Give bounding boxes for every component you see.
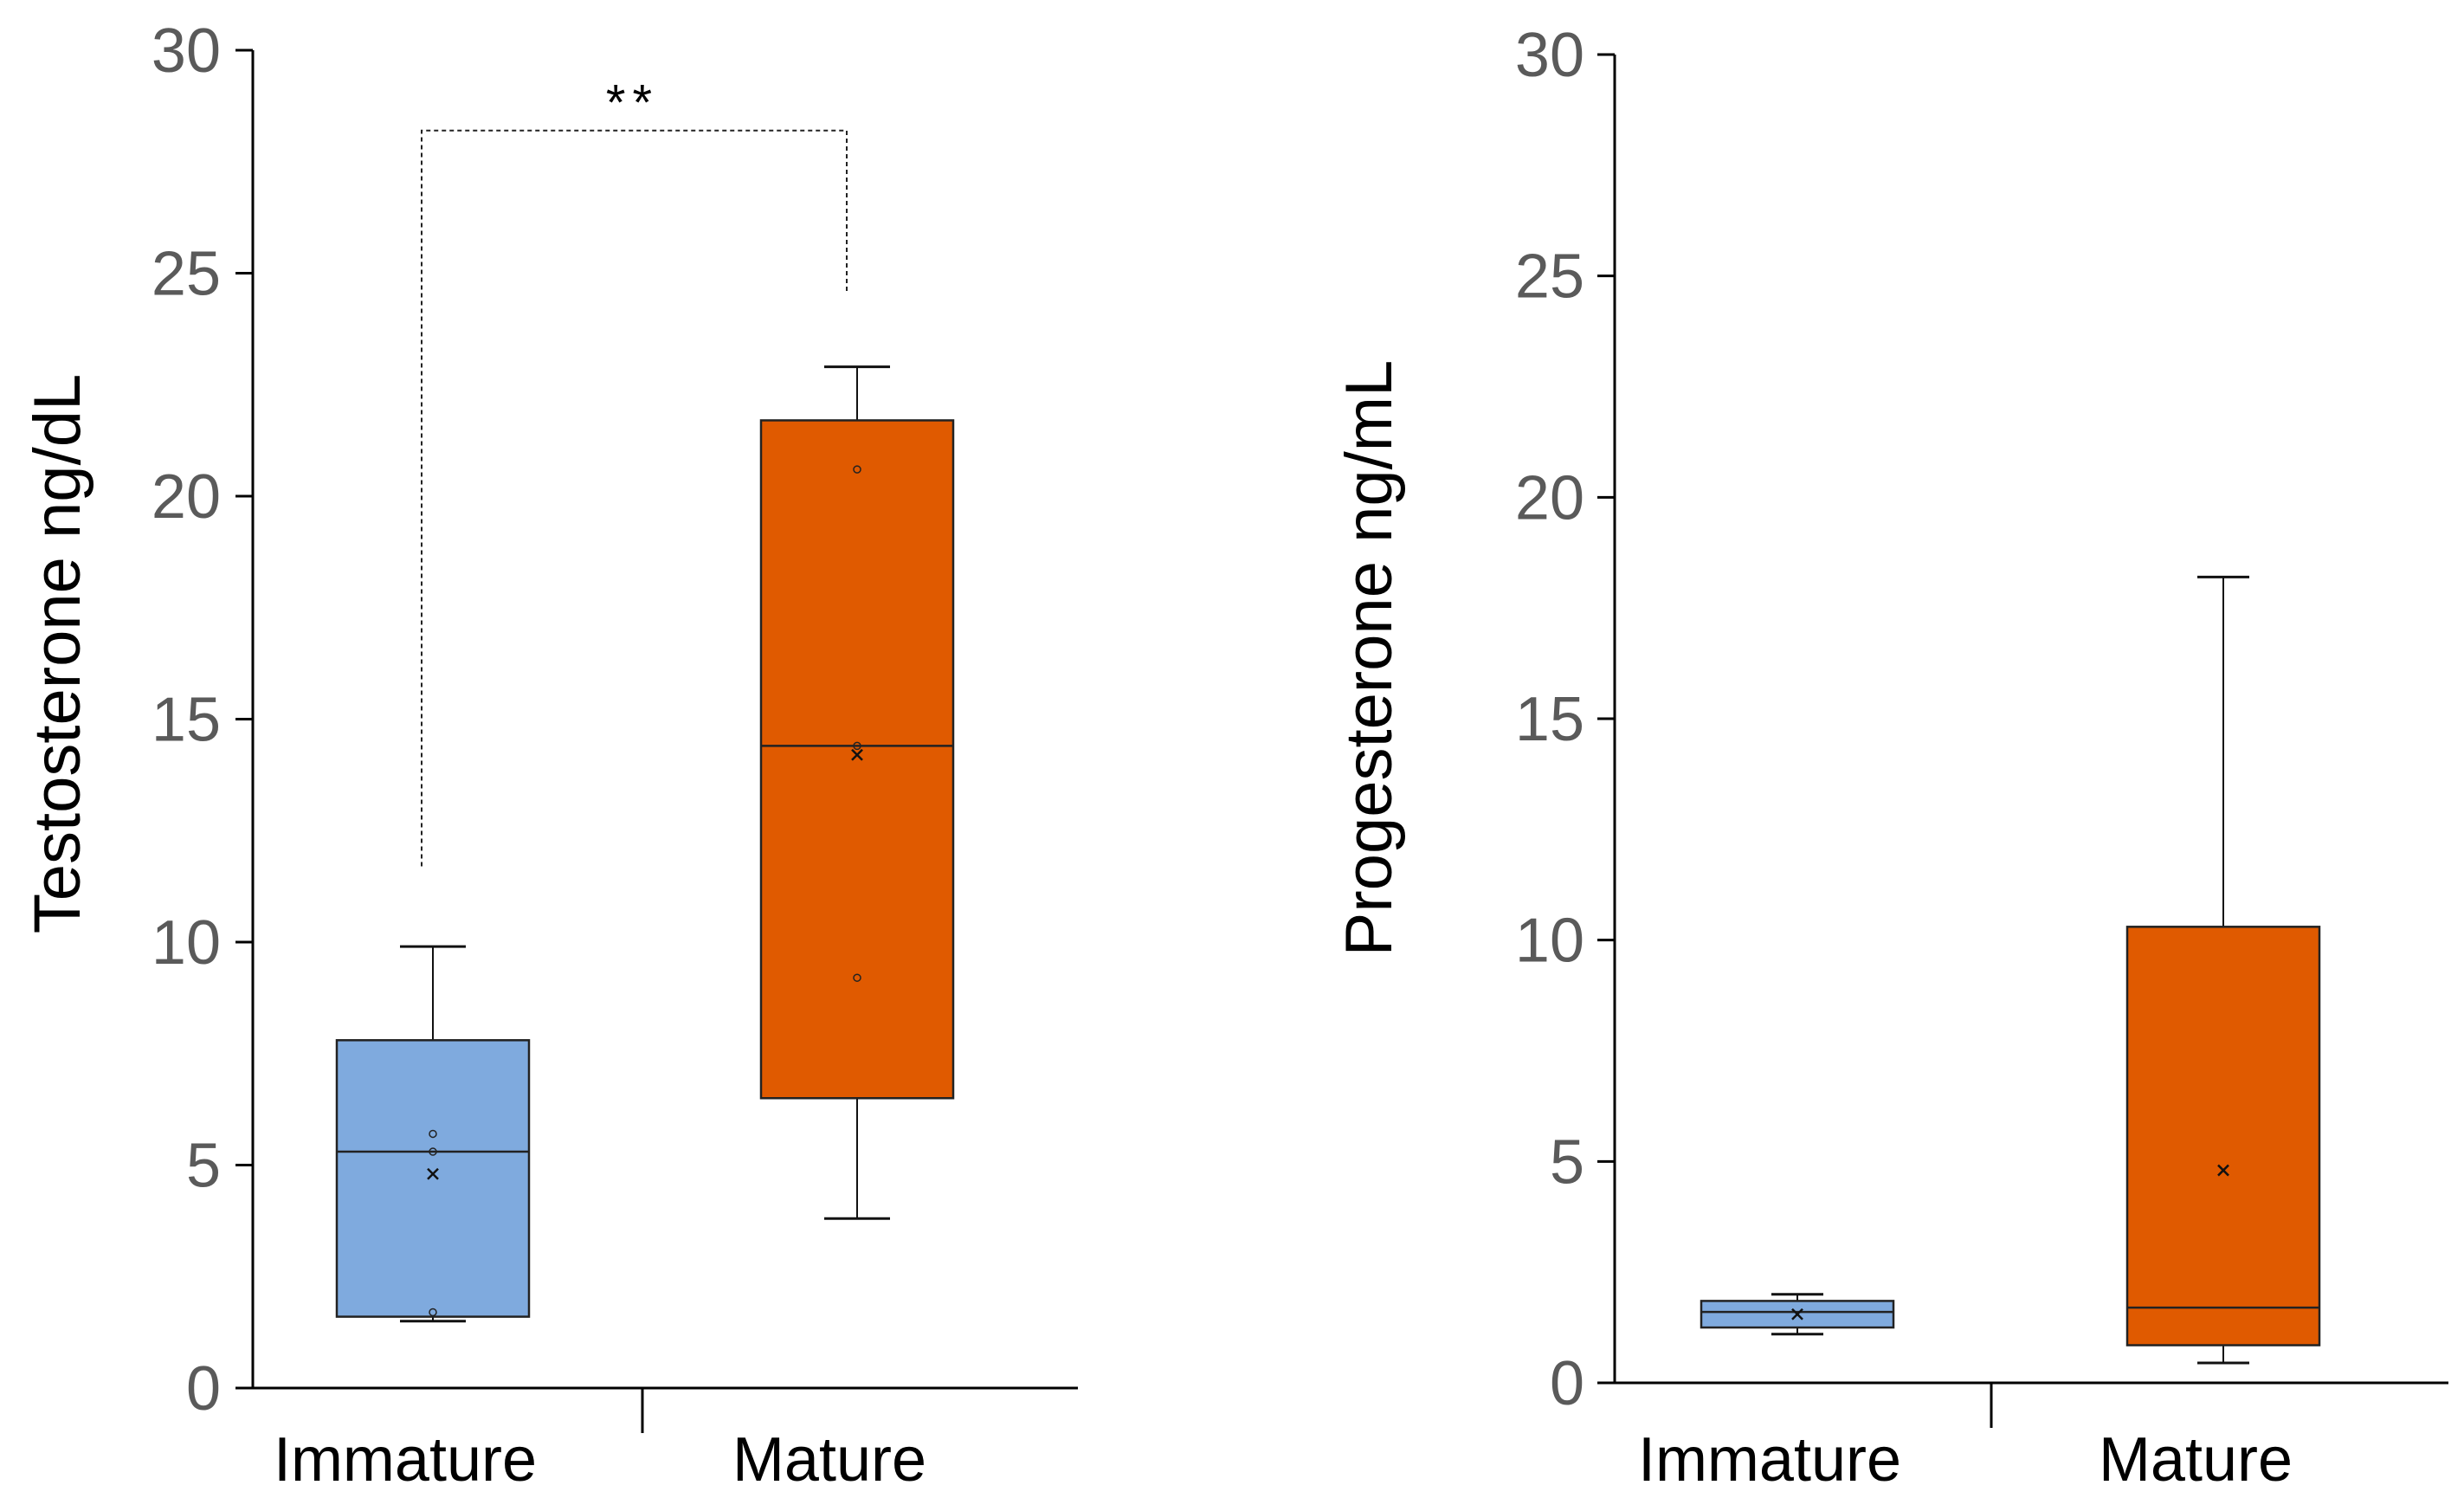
box-immature <box>1700 1293 1895 1336</box>
testosterone-panel: 0 5 10 15 20 25 30 Testosterone ng/dL Immature Ma… <box>21 16 1078 1495</box>
mean-marker <box>1791 1308 1803 1321</box>
significance-bracket <box>421 129 848 867</box>
mean-marker <box>2217 1164 2229 1177</box>
significance-label: ** <box>606 75 659 132</box>
box-mature <box>759 365 955 1220</box>
data-point <box>853 465 861 474</box>
x-category-label: Mature <box>2099 1425 2293 1495</box>
data-point <box>429 1129 437 1139</box>
box-immature <box>335 945 531 1323</box>
x-category-label: Immature <box>1638 1425 1901 1495</box>
data-point <box>429 1147 437 1156</box>
y-tick-label: 20 <box>152 462 221 532</box>
iqr-box <box>2125 926 2321 1346</box>
iqr-box <box>759 419 955 1100</box>
y-tick-label: 0 <box>1550 1349 1584 1418</box>
y-tick-label: 5 <box>1550 1127 1584 1197</box>
y-tick-label: 20 <box>1515 463 1584 533</box>
y-axis-title: Progesterone ng/mL <box>1332 360 1406 957</box>
y-tick-label: 30 <box>1515 21 1584 90</box>
data-point <box>853 973 861 982</box>
mean-marker <box>851 748 863 761</box>
mean-marker-stroke <box>2217 1164 2229 1177</box>
y-tick-label: 0 <box>186 1354 221 1424</box>
y-tick-label: 15 <box>152 686 221 755</box>
y-tick-label: 30 <box>152 16 221 86</box>
box-mature <box>2125 575 2321 1365</box>
y-tick-label: 10 <box>152 908 221 978</box>
mean-marker <box>427 1167 439 1180</box>
y-tick-label: 25 <box>152 240 221 309</box>
iqr-box <box>335 1039 531 1318</box>
y-axis-title: Testosterone ng/dL <box>21 374 94 933</box>
x-category-label: Mature <box>732 1425 926 1495</box>
y-tick-label: 5 <box>186 1132 221 1201</box>
mean-marker-stroke <box>427 1167 439 1180</box>
data-point <box>429 1308 437 1317</box>
y-tick-label: 10 <box>1515 907 1584 976</box>
mean-marker-stroke <box>1791 1308 1803 1321</box>
y-tick-label: 15 <box>1515 685 1584 754</box>
x-category-label: Immature <box>274 1425 537 1495</box>
mean-marker-stroke <box>851 748 863 761</box>
data-point <box>853 741 861 751</box>
progesterone-panel: 0 5 10 15 20 25 30 Progesterone ng/mL Immature Ma… <box>1332 21 2448 1495</box>
y-tick-label: 25 <box>1515 242 1584 312</box>
